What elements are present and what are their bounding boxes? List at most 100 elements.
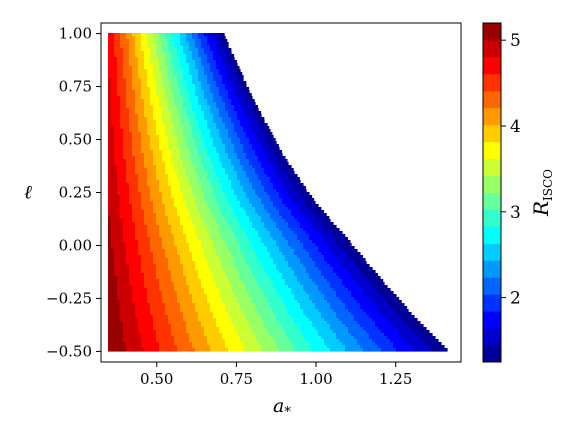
heatmap-cell <box>279 210 292 214</box>
heatmap-cell <box>318 333 337 337</box>
heatmap-cell <box>204 72 214 76</box>
heatmap-cell <box>141 42 148 46</box>
heatmap-cell <box>165 207 178 211</box>
heatmap-cell <box>264 267 277 271</box>
heatmap-cell <box>129 186 139 190</box>
heatmap-cell <box>135 99 145 103</box>
heatmap-cell <box>153 114 163 118</box>
heatmap-cell <box>228 78 238 82</box>
heatmap-cell <box>186 57 193 61</box>
heatmap-cell <box>411 345 430 349</box>
heatmap-cell <box>138 123 148 127</box>
heatmap-cell <box>189 42 196 46</box>
heatmap-cell <box>150 99 160 103</box>
heatmap-cell <box>198 270 211 274</box>
heatmap-cell <box>174 36 181 40</box>
heatmap-cell <box>273 201 283 205</box>
heatmap-cell <box>108 309 121 313</box>
heatmap-cell <box>192 219 205 223</box>
heatmap-cell <box>195 168 205 172</box>
heatmap-cell <box>222 117 232 121</box>
heatmap-cell <box>174 237 187 241</box>
heatmap-cell <box>324 294 337 298</box>
heatmap-cell <box>264 294 280 298</box>
heatmap-cell <box>243 348 262 352</box>
heatmap-cell <box>138 69 148 73</box>
heatmap-cell <box>300 303 316 307</box>
heatmap-cell <box>132 213 145 217</box>
heatmap-cell <box>276 207 289 211</box>
heatmap-cell <box>231 321 250 325</box>
heatmap-cell <box>165 309 181 313</box>
heatmap-cell <box>120 114 130 118</box>
heatmap-cell <box>243 168 256 172</box>
heatmap-cell <box>192 105 202 109</box>
heatmap-cell <box>285 186 295 190</box>
heatmap-cell <box>117 69 124 73</box>
heatmap-cell <box>126 348 145 352</box>
heatmap-cell <box>165 96 175 100</box>
heatmap-cell <box>138 57 145 61</box>
heatmap-cell <box>129 264 142 268</box>
heatmap-cell <box>138 327 154 331</box>
heatmap-cell <box>408 342 427 346</box>
heatmap-cell <box>210 63 217 67</box>
heatmap-cell <box>219 132 229 136</box>
heatmap-cell <box>207 126 217 130</box>
heatmap-cell <box>198 207 211 211</box>
heatmap-cell <box>174 165 184 169</box>
heatmap-cell <box>147 168 157 172</box>
heatmap-cell <box>264 207 277 211</box>
heatmap-cell <box>147 183 160 187</box>
heatmap-cell <box>156 171 166 175</box>
heatmap-cell <box>126 246 139 250</box>
heatmap-cell <box>165 36 175 40</box>
heatmap-cell <box>192 159 202 163</box>
heatmap-cell <box>366 294 382 298</box>
heatmap-cell <box>111 219 124 223</box>
heatmap-cell <box>306 270 322 274</box>
heatmap-cell <box>261 147 271 151</box>
heatmap-cell <box>219 54 229 58</box>
heatmap-cell <box>159 282 175 286</box>
heatmap-cell <box>288 174 298 178</box>
heatmap-cell <box>108 198 121 202</box>
heatmap-cell <box>246 315 262 319</box>
heatmap-cell <box>129 123 139 127</box>
heatmap-cell <box>198 123 208 127</box>
heatmap-cell <box>213 162 223 166</box>
heatmap-cell <box>366 330 382 334</box>
heatmap-cell <box>156 339 175 343</box>
heatmap-cell <box>306 339 325 343</box>
heatmap-cell <box>165 54 172 58</box>
heatmap-cell <box>186 204 199 208</box>
heatmap-cell <box>345 324 361 328</box>
heatmap-cell <box>222 264 235 268</box>
heatmap-cell <box>369 333 385 337</box>
heatmap-cell <box>108 219 112 223</box>
heatmap-cell <box>114 39 121 43</box>
heatmap-cell <box>168 75 178 79</box>
heatmap-cell <box>243 147 253 151</box>
colorbar-segment <box>483 56 501 75</box>
heatmap-cell <box>306 249 319 253</box>
heatmap-cell <box>237 153 247 157</box>
heatmap-cell <box>210 156 220 160</box>
heatmap-cell <box>234 165 244 169</box>
heatmap-cell <box>168 45 175 49</box>
heatmap-cell <box>225 270 238 274</box>
heatmap-cell <box>171 276 187 280</box>
heatmap-cell <box>186 54 193 58</box>
heatmap-cell <box>231 288 247 292</box>
heatmap-cell <box>141 90 151 94</box>
heatmap-cell <box>228 129 235 133</box>
heatmap-cell <box>309 297 325 301</box>
heatmap-cell <box>117 186 130 190</box>
heatmap-cell <box>270 234 283 238</box>
heatmap-cell <box>108 72 118 76</box>
heatmap-cell <box>123 147 133 151</box>
heatmap-cell <box>312 210 325 214</box>
heatmap-cell <box>138 318 154 322</box>
heatmap-cell <box>138 189 151 193</box>
heatmap-cell <box>327 243 340 247</box>
